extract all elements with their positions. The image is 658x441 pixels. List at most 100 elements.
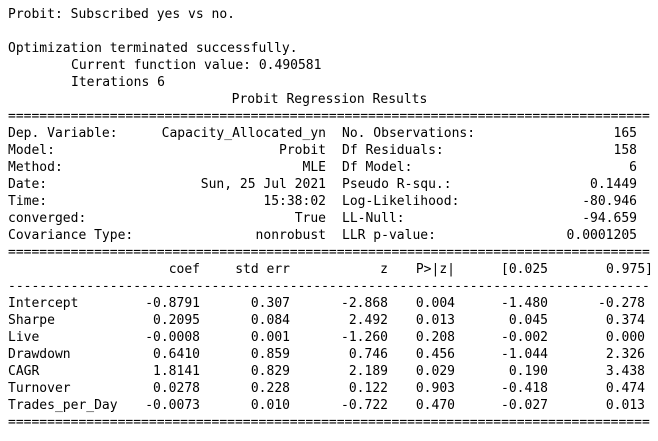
coef-name: Trades_per_Day: [8, 398, 118, 413]
coef-ci-high: 0.474: [605, 381, 645, 396]
coef-header-z: z: [380, 262, 388, 277]
coef-std-err: 0.829: [250, 364, 290, 379]
coef-z: 0.746: [348, 347, 388, 362]
coef-name: CAGR: [8, 364, 40, 379]
info-label-left: Dep. Variable:: [8, 126, 118, 141]
info-row-dep-variable: Dep. Variable: Capacity_Allocated_yn No.…: [8, 125, 651, 142]
info-gap: [326, 193, 342, 210]
info-label-right: Log-Likelihood:: [342, 194, 460, 209]
info-label-right: Df Model:: [342, 160, 413, 175]
info-value-right: 165: [613, 126, 637, 141]
separator-double-mid: ========================================…: [8, 245, 650, 260]
coef-header-p: P>|z|: [415, 262, 455, 277]
coef-std-err: 0.859: [250, 347, 290, 362]
info-gap: [326, 176, 342, 193]
coef-name: Intercept: [8, 296, 79, 311]
coef-std-err: 0.228: [250, 381, 290, 396]
coef-p: 0.004: [415, 296, 455, 311]
coef-ci-low: -1.044: [501, 347, 548, 362]
coef-header-row: coef std err z P>|z| [0.025 0.975]: [8, 261, 653, 278]
coef-z: -2.868: [341, 296, 388, 311]
coef-z: 0.122: [348, 381, 388, 396]
coef-p: 0.029: [415, 364, 455, 379]
info-row-date: Date: Sun, 25 Jul 2021 Pseudo R-squ.: 0.…: [8, 176, 651, 193]
coef-std-err: 0.307: [250, 296, 290, 311]
coef-z: -0.722: [341, 398, 388, 413]
info-gap: [326, 227, 342, 244]
coef-name: Drawdown: [8, 347, 71, 362]
coef-ci-low: -0.027: [501, 398, 548, 413]
coef-value: 0.2095: [153, 313, 200, 328]
coef-value: 0.0278: [153, 381, 200, 396]
coef-std-err: 0.001: [250, 330, 290, 345]
coef-name: Turnover: [8, 381, 71, 396]
coef-p: 0.013: [415, 313, 455, 328]
separator-double-bottom: ========================================…: [8, 415, 650, 430]
coef-row-cagr: CAGR 1.8141 0.829 2.189 0.029 0.190 3.43…: [8, 363, 651, 380]
info-label-left: Date:: [8, 177, 48, 192]
coef-header-coef: coef: [168, 262, 200, 277]
info-value-left: 15:38:02: [263, 194, 326, 209]
coef-ci-low: -0.002: [501, 330, 548, 345]
info-gap: [326, 159, 342, 176]
info-gap: [326, 142, 342, 159]
info-value-left: True: [294, 211, 326, 226]
coef-p: 0.903: [415, 381, 455, 396]
blank-line: [8, 23, 651, 40]
info-value-right: 158: [613, 143, 637, 158]
coef-row-drawdown: Drawdown 0.6410 0.859 0.746 0.456 -1.044…: [8, 346, 651, 363]
info-label-left: Method:: [8, 160, 63, 175]
coef-ci-high: 0.374: [605, 313, 645, 328]
info-value-left: Probit: [279, 143, 326, 158]
optimization-status-line: Optimization terminated successfully.: [8, 41, 298, 56]
results-title: Probit Regression Results: [231, 92, 428, 107]
coef-ci-high: 2.326: [605, 347, 645, 362]
info-value-right: 6: [629, 160, 637, 175]
coef-p: 0.208: [415, 330, 455, 345]
coef-z: 2.189: [348, 364, 388, 379]
function-value-line: Current function value: 0.490581: [71, 58, 322, 73]
coef-row-turnover: Turnover 0.0278 0.228 0.122 0.903 -0.418…: [8, 380, 651, 397]
coef-p: 0.470: [415, 398, 455, 413]
info-value-right: 0.1449: [590, 177, 637, 192]
separator-double-top: ========================================…: [8, 109, 650, 124]
info-row-model: Model: Probit Df Residuals: 158: [8, 142, 651, 159]
info-label-left: Model:: [8, 143, 55, 158]
info-value-left: MLE: [302, 160, 326, 175]
info-value-right: -80.946: [582, 194, 637, 209]
info-label-left: Covariance Type:: [8, 228, 134, 243]
info-value-left: nonrobust: [255, 228, 326, 243]
info-label-right: LL-Null:: [342, 211, 405, 226]
separator-single: ----------------------------------------…: [8, 279, 650, 294]
coef-header-name: [8, 261, 118, 278]
info-label-right: Df Residuals:: [342, 143, 444, 158]
coef-p: 0.456: [415, 347, 455, 362]
coef-ci-high: -0.278: [598, 296, 645, 311]
coef-row-sharpe: Sharpe 0.2095 0.084 2.492 0.013 0.045 0.…: [8, 312, 651, 329]
coef-name: Sharpe: [8, 313, 55, 328]
coef-value: -0.0008: [145, 330, 200, 345]
coef-ci-low: 0.045: [508, 313, 548, 328]
info-label-right: LLR p-value:: [342, 228, 436, 243]
info-value-right: -94.659: [582, 211, 637, 226]
iterations-line: Iterations 6: [71, 75, 165, 90]
coef-name: Live: [8, 330, 40, 345]
coef-header-ci-low: [0.025: [501, 262, 548, 277]
coef-ci-low: 0.190: [508, 364, 548, 379]
info-row-covariance-type: Covariance Type: nonrobust LLR p-value: …: [8, 227, 651, 244]
info-label-left: converged:: [8, 211, 87, 226]
info-gap: [326, 210, 342, 227]
coef-value: -0.0073: [145, 398, 200, 413]
coef-ci-low: -0.418: [501, 381, 548, 396]
coef-std-err: 0.010: [250, 398, 290, 413]
coef-row-live: Live -0.0008 0.001 -1.260 0.208 -0.002 0…: [8, 329, 651, 346]
coef-ci-high: 0.000: [605, 330, 645, 345]
coef-ci-low: -1.480: [501, 296, 548, 311]
info-gap: [326, 125, 342, 142]
caption-line: Probit: Subscribed yes vs no.: [8, 7, 235, 22]
info-label-left: Time:: [8, 194, 48, 209]
info-row-time: Time: 15:38:02 Log-Likelihood: -80.946: [8, 193, 651, 210]
coef-z: -1.260: [341, 330, 388, 345]
coef-value: 0.6410: [153, 347, 200, 362]
